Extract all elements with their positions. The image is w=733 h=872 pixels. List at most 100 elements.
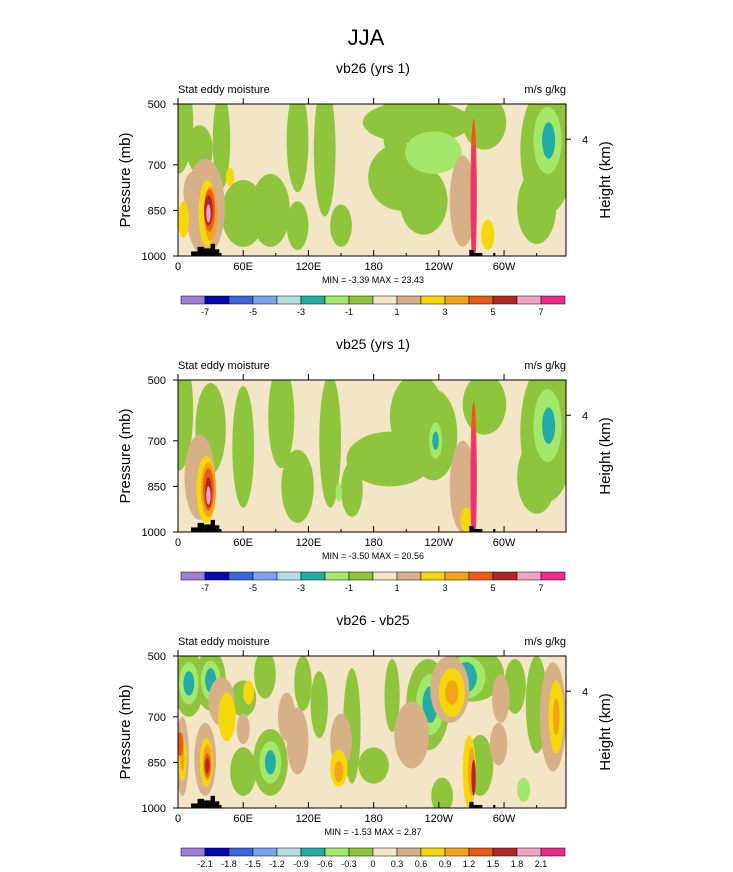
- x-tick-label: 60E: [233, 537, 253, 549]
- topography-block: [210, 795, 215, 808]
- y-tick-label: 700: [148, 712, 166, 724]
- colorbar-cell: [468, 571, 494, 581]
- contour-region: [471, 425, 476, 532]
- contour-region: [542, 407, 556, 444]
- colorbar-cell: [348, 847, 374, 857]
- topography-block: [197, 798, 205, 808]
- colorbar-cell: [372, 295, 398, 305]
- contour-region: [286, 707, 309, 775]
- y-tick-label: 700: [148, 436, 166, 448]
- contour-region: [432, 431, 439, 450]
- topography-block: [473, 804, 483, 808]
- contour-region: [264, 750, 276, 775]
- x-tick-label: 120W: [424, 537, 453, 549]
- contour-region: [218, 692, 236, 742]
- topography-block: [197, 246, 205, 256]
- contour-region: [492, 674, 510, 723]
- x-tick-label: 120E: [296, 537, 322, 549]
- colorbar-cell: [420, 847, 446, 857]
- colorbar-cell: [300, 847, 326, 857]
- contour-region: [286, 201, 309, 250]
- colorbar-cell: [324, 571, 350, 581]
- x-tick-label: 0: [175, 261, 181, 273]
- contour-region: [178, 201, 189, 238]
- colorbar-label: -1.8: [221, 859, 237, 869]
- contour-region: [319, 380, 342, 508]
- contour-field: [178, 380, 566, 532]
- y-tick-label: 850: [148, 757, 166, 769]
- y-tick-label: 500: [148, 375, 166, 387]
- contour-field: [178, 656, 566, 808]
- colorbar-cell: [180, 571, 206, 581]
- contour-region: [268, 380, 295, 469]
- colorbar-cell: [540, 571, 566, 581]
- panel-left-label: Stat eddy moisture: [178, 84, 270, 96]
- colorbar-label: -1: [345, 307, 353, 317]
- panel-left-label: Stat eddy moisture: [178, 636, 270, 648]
- colorbar-label: -2.1: [197, 859, 213, 869]
- y-tick-label: 700: [148, 160, 166, 172]
- colorbar-cell: [540, 295, 566, 305]
- colorbar: -2.1 -1.8 -1.5 -1.2 -0.9 -0.6 -0.3 0 0.3 0.6 0.9 1.…: [180, 847, 566, 869]
- colorbar-cell: [516, 847, 542, 857]
- panel-right-label: m/s g/kg: [524, 84, 566, 96]
- colorbar-label: 1: [394, 307, 399, 317]
- contour-region: [481, 219, 495, 250]
- colorbar-cell: [468, 847, 494, 857]
- contour-region: [250, 173, 290, 247]
- y-axis-label: Pressure (mb): [117, 408, 134, 503]
- colorbar-cell: [204, 847, 230, 857]
- colorbar-cell: [180, 295, 206, 305]
- colorbar-cell: [396, 571, 422, 581]
- colorbar-label: -5: [249, 583, 257, 593]
- x-tick-label: 60E: [233, 813, 253, 825]
- contour-region: [313, 104, 336, 217]
- contour-region: [394, 701, 430, 769]
- x-tick-label: 0: [175, 813, 181, 825]
- y-tick-label: 1000: [142, 527, 166, 539]
- x-tick-label: 180: [364, 537, 382, 549]
- colorbar-cell: [204, 571, 230, 581]
- colorbar-label: -3: [297, 583, 305, 593]
- contour-region: [183, 671, 195, 696]
- colorbar-label: 1: [394, 583, 399, 593]
- colorbar-label: 5: [490, 307, 495, 317]
- panel-left-label: Stat eddy moisture: [178, 360, 270, 372]
- x-tick-label: 120W: [424, 261, 453, 273]
- x-tick-label: 60W: [493, 537, 516, 549]
- contour-region: [236, 713, 250, 745]
- colorbar-label: -3: [297, 307, 305, 317]
- contour-region: [449, 155, 476, 247]
- colorbar-label: 5: [490, 583, 495, 593]
- contour-region: [504, 659, 526, 714]
- right-tick-label: 4: [582, 410, 588, 422]
- contour-region: [334, 760, 344, 783]
- colorbar-label: 0.3: [391, 859, 404, 869]
- topography-block: [473, 252, 483, 256]
- panel-2: vb25 (yrs 1) Stat eddy moisture m/s g/kg 0 6…: [117, 336, 614, 593]
- plot-frame: [177, 379, 567, 533]
- colorbar-label: 7: [538, 583, 543, 593]
- contour-region: [405, 131, 462, 174]
- right-tick-label: 4: [582, 686, 588, 698]
- contour-region: [205, 757, 210, 774]
- contour-region: [431, 777, 453, 808]
- right-axis-label: Height (km): [597, 417, 614, 495]
- colorbar-label: 2.1: [535, 859, 548, 869]
- contour-region: [230, 747, 257, 796]
- topography-block: [204, 800, 211, 808]
- y-tick-label: 500: [148, 651, 166, 663]
- topography-block: [469, 249, 474, 256]
- topography-block: [473, 528, 483, 532]
- colorbar-label: -7: [201, 583, 209, 593]
- colorbar-label: -7: [201, 307, 209, 317]
- panel-title: vb25 (yrs 1): [336, 336, 410, 352]
- right-axis-label: Height (km): [597, 693, 614, 771]
- x-tick-label: 0: [175, 537, 181, 549]
- colorbar-cell: [228, 295, 254, 305]
- colorbar-cell: [468, 295, 494, 305]
- contour-region: [399, 167, 448, 235]
- panel-1: vb26 (yrs 1) Stat eddy moisture m/s g/kg 0 6…: [117, 60, 614, 317]
- panel-title: vb26 (yrs 1): [336, 60, 410, 76]
